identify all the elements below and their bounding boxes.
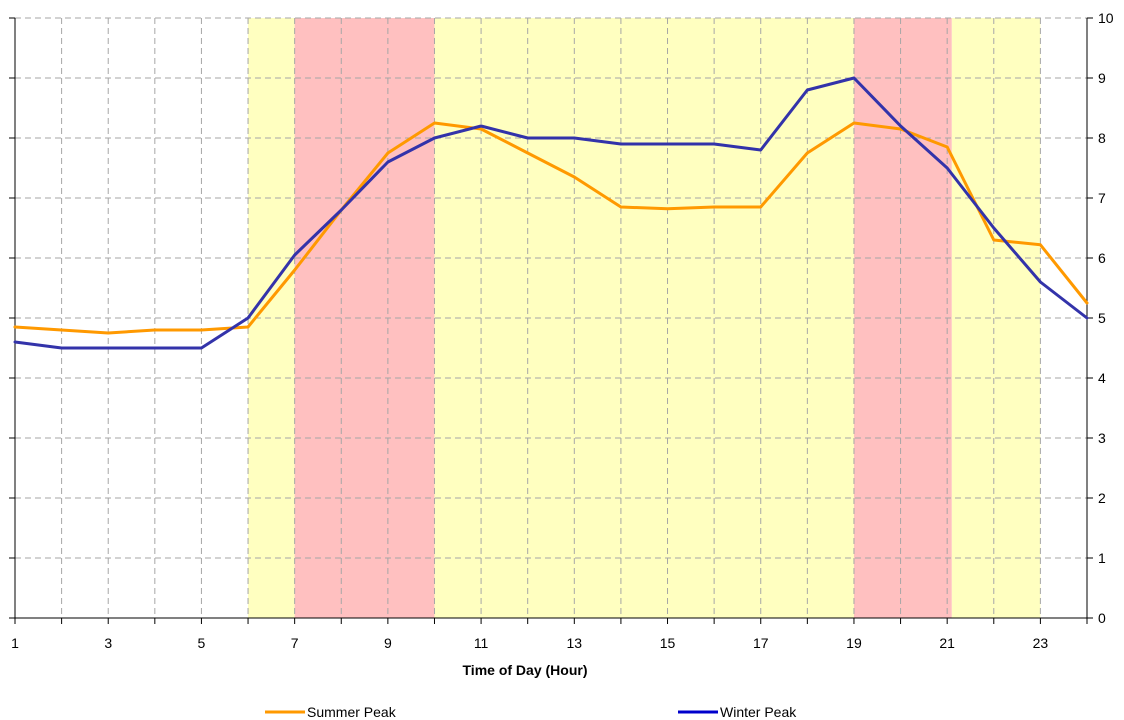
gridlines <box>15 17 1087 618</box>
y-tick-label: 9 <box>1098 70 1106 86</box>
x-axis-ticks: 1 3 5 7 9 11 13 15 17 19 21 23 <box>11 618 1088 651</box>
x-tick-label: 13 <box>567 635 583 651</box>
x-tick-label: 15 <box>660 635 676 651</box>
x-tick-label: 5 <box>198 635 206 651</box>
y-tick-label: 8 <box>1098 130 1106 146</box>
x-tick-label: 3 <box>104 635 112 651</box>
y-tick-label: 0 <box>1098 610 1106 626</box>
y-tick-label: 10 <box>1098 10 1114 26</box>
x-tick-label: 11 <box>474 635 489 651</box>
y-tick-label: 1 <box>1098 550 1106 566</box>
legend-label-winter-peak: Winter Peak <box>720 704 797 720</box>
x-tick-label: 9 <box>384 635 392 651</box>
x-tick-label: 1 <box>11 635 19 651</box>
y-tick-label: 6 <box>1098 250 1106 266</box>
y-tick-label: 7 <box>1098 190 1106 206</box>
legend: Summer Peak Winter Peak <box>265 704 797 720</box>
x-tick-label: 7 <box>291 635 299 651</box>
series-lines <box>13 76 1089 350</box>
series-line-winter-peak <box>13 76 1089 350</box>
y-tick-label: 2 <box>1098 490 1106 506</box>
x-tick-label: 19 <box>846 635 862 651</box>
x-tick-label: 23 <box>1033 635 1049 651</box>
legend-label-summer-peak: Summer Peak <box>307 704 397 720</box>
x-axis-title: Time of Day (Hour) <box>463 662 588 678</box>
y-tick-label: 4 <box>1098 370 1106 386</box>
x-tick-label: 21 <box>939 635 955 651</box>
x-tick-label: 17 <box>753 635 769 651</box>
y-axis-ticks: 0 1 2 3 4 5 6 7 8 9 10 <box>9 10 1114 626</box>
y-tick-label: 3 <box>1098 430 1106 446</box>
y-tick-label: 5 <box>1098 310 1106 326</box>
